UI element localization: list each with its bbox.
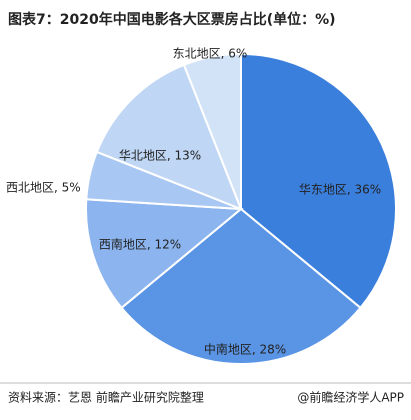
data-label: 西南地区, 12% [99, 237, 181, 252]
data-label: 华东地区, 36% [299, 183, 381, 197]
pie-slice [120, 207, 362, 365]
data-label: 东北地区, 6% [173, 47, 248, 61]
pie-slice [95, 63, 243, 211]
footer-brand: @前瞻经济学人APP [297, 390, 404, 405]
pie-slice [182, 52, 242, 210]
source: 资料来源：艺恩 前瞻产业研究院整理 [8, 390, 204, 405]
data-label: 西北地区, 5% [6, 181, 81, 195]
pie-slice [85, 198, 244, 310]
data-label: 华北地区, 13% [119, 149, 201, 163]
data-label: 中南地区, 28% [204, 342, 286, 357]
chart-title: 图表7：2020年中国电影各大区票房占比(单位：%) [8, 11, 336, 28]
pie-slice [240, 52, 397, 310]
